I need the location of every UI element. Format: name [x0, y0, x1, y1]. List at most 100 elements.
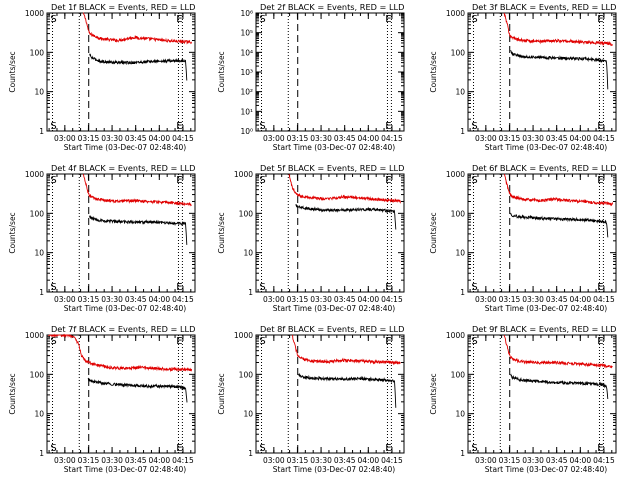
x-tick-label: 03:00 — [54, 134, 76, 143]
x-tick-label: 03:30 — [310, 456, 332, 465]
time-marker-label: E — [597, 121, 603, 132]
time-marker-label: S — [471, 282, 477, 293]
y-tick-label: 1 — [460, 127, 465, 136]
y-minor-ticks — [468, 175, 616, 281]
y-tick-label: 10 — [243, 410, 253, 419]
time-marker-label: E — [385, 282, 391, 293]
y-tick-label: 1 — [39, 288, 44, 297]
x-tick-label: 03:45 — [125, 456, 147, 465]
y-minor-ticks — [47, 175, 195, 281]
y-tick-label: 100 — [451, 48, 466, 57]
panel-title: Det 5f BLACK = Events, RED = LLD — [260, 163, 404, 173]
time-marker-label: E — [176, 282, 182, 293]
x-tick-label: 04:15 — [172, 456, 194, 465]
y-axis-title: Counts/sec — [217, 373, 226, 414]
x-minor-ticks — [257, 335, 401, 453]
y-tick-label: 100 — [451, 370, 466, 379]
x-minor-ticks — [48, 13, 192, 131]
time-marker-label: E — [176, 336, 182, 347]
x-tick-label: 03:30 — [522, 456, 544, 465]
y-tick-label: 100 — [30, 370, 45, 379]
time-marker-label: S — [50, 443, 56, 454]
x-tick-label: 04:00 — [569, 134, 591, 143]
x-tick-label: 03:15 — [499, 134, 521, 143]
plot-frame — [467, 334, 617, 454]
x-axis-title: Start Time (03-Dec-07 02:48:40) — [64, 304, 186, 313]
x-tick-label: 04:15 — [172, 295, 194, 304]
x-axis-title: Start Time (03-Dec-07 02:48:40) — [485, 465, 607, 474]
series-lld-line — [83, 12, 193, 45]
plot-frame — [255, 12, 405, 132]
x-tick-label: 03:00 — [263, 456, 285, 465]
x-tick-label: 03:00 — [263, 295, 285, 304]
panel-title: Det 4f BLACK = Events, RED = LLD — [51, 163, 195, 173]
series-events-line — [295, 204, 397, 230]
time-marker-label: S — [50, 336, 56, 347]
y-tick-label: 1 — [460, 449, 465, 458]
y-tick-label: 1000 — [234, 170, 253, 179]
panel-title: Det 8f BLACK = Events, RED = LLD — [260, 324, 404, 334]
x-axis-title: Start Time (03-Dec-07 02:48:40) — [273, 304, 395, 313]
y-tick-label: 10 — [34, 88, 44, 97]
time-marker-label: S — [259, 121, 265, 132]
series-lld-line — [291, 334, 401, 366]
y-tick-label: 10 — [455, 410, 465, 419]
panel-title: Det 1f BLACK = Events, RED = LLD — [51, 2, 195, 12]
time-marker-label: S — [471, 336, 477, 347]
x-tick-label: 04:00 — [357, 295, 379, 304]
time-marker-label: E — [385, 443, 391, 454]
x-tick-label: 03:00 — [263, 134, 285, 143]
x-tick-label: 04:15 — [381, 134, 403, 143]
panel-det-7f: Det 7f BLACK = Events, RED = LLD 1 10 100 10… — [8, 324, 196, 474]
y-tick-label: 1000 — [446, 9, 465, 18]
y-axis-title: Counts/sec — [8, 51, 17, 92]
y-axis-title: Counts/sec — [8, 212, 17, 253]
x-tick-label: 03:45 — [546, 295, 568, 304]
x-minor-ticks — [469, 335, 613, 453]
y-tick-label: 100 — [239, 370, 254, 379]
x-tick-label: 03:00 — [475, 134, 497, 143]
y-axis-title: Counts/sec — [217, 212, 226, 253]
panel-det-4f: Det 4f BLACK = Events, RED = LLD 1 10 100 10… — [8, 163, 196, 313]
plot-frame — [467, 12, 617, 132]
x-tick-label: 04:15 — [593, 134, 615, 143]
panel-det-8f: Det 8f BLACK = Events, RED = LLD 1 10 100 10… — [217, 324, 405, 474]
x-axis-title: Start Time (03-Dec-07 02:48:40) — [273, 465, 395, 474]
x-tick-label: 03:30 — [101, 456, 123, 465]
x-tick-label: 04:15 — [381, 295, 403, 304]
time-marker-label: S — [259, 175, 265, 186]
y-tick-label: 100 — [239, 209, 254, 218]
x-tick-label: 03:30 — [101, 134, 123, 143]
x-tick-label: 03:30 — [101, 295, 123, 304]
y-axis-title: Counts/sec — [429, 51, 438, 92]
x-tick-label: 04:00 — [148, 134, 170, 143]
x-tick-label: 03:45 — [334, 456, 356, 465]
x-tick-label: 03:00 — [54, 456, 76, 465]
x-minor-ticks — [257, 13, 401, 131]
y-minor-ticks — [468, 336, 616, 442]
series-lld-line — [503, 334, 613, 369]
plot-frame — [46, 12, 196, 132]
x-tick-label: 03:00 — [475, 456, 497, 465]
time-marker-label: S — [50, 121, 56, 132]
x-tick-label: 04:00 — [148, 456, 170, 465]
x-tick-label: 03:15 — [78, 295, 100, 304]
time-marker-label: E — [385, 121, 391, 132]
y-minor-ticks — [256, 175, 404, 281]
y-tick-label: 10¹ — [240, 107, 253, 116]
time-marker-label: S — [50, 14, 56, 25]
x-tick-label: 03:30 — [522, 134, 544, 143]
y-tick-label: 1 — [460, 288, 465, 297]
y-tick-label: 10 — [243, 249, 253, 258]
x-axis-title: Start Time (03-Dec-07 02:48:40) — [273, 143, 395, 152]
y-tick-label: 10⁴ — [240, 48, 253, 57]
time-marker-label: E — [385, 336, 391, 347]
series-lld-line — [82, 173, 192, 207]
x-tick-label: 03:15 — [499, 456, 521, 465]
y-axis-title: Counts/sec — [429, 373, 438, 414]
series-events-line — [87, 377, 188, 403]
x-tick-label: 03:15 — [78, 134, 100, 143]
panel-title: Det 6f BLACK = Events, RED = LLD — [472, 163, 616, 173]
y-minor-ticks — [47, 336, 195, 442]
plot-frame — [255, 173, 405, 293]
